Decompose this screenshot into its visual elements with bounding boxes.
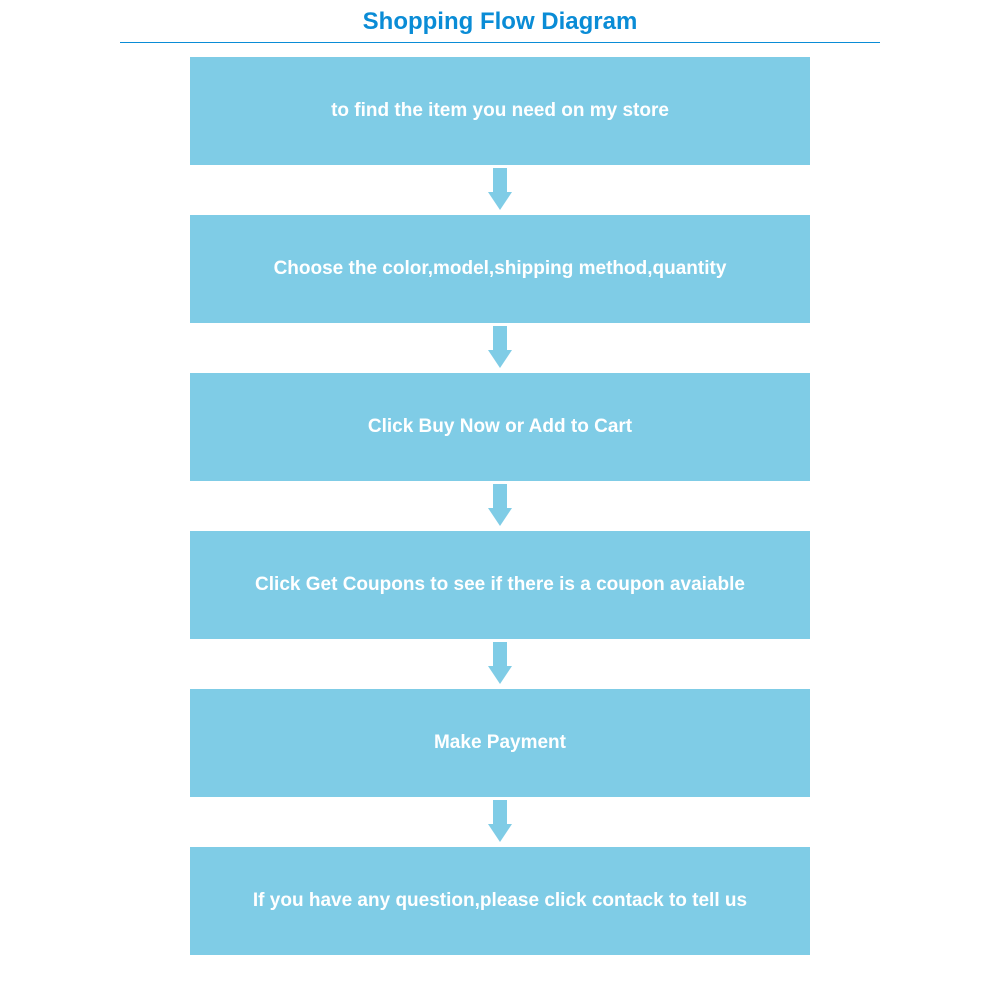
flow-arrow: [488, 323, 512, 373]
flow-arrow: [488, 639, 512, 689]
flow-arrow: [488, 481, 512, 531]
diagram-title: Shopping Flow Diagram: [120, 8, 880, 43]
flow-step-3: Click Buy Now or Add to Cart: [190, 373, 810, 481]
down-arrow-icon: [488, 168, 512, 212]
down-arrow-icon: [488, 484, 512, 528]
flow-step-label: to find the item you need on my store: [331, 99, 669, 124]
flow-step-6: If you have any question,please click co…: [190, 847, 810, 955]
flow-step-label: Make Payment: [434, 731, 566, 756]
flow-arrow: [488, 797, 512, 847]
flow-arrow: [488, 165, 512, 215]
flow-step-4: Click Get Coupons to see if there is a c…: [190, 531, 810, 639]
flow-step-2: Choose the color,model,shipping method,q…: [190, 215, 810, 323]
down-arrow-icon: [488, 642, 512, 686]
flow-step-label: Choose the color,model,shipping method,q…: [274, 257, 727, 282]
flow-step-5: Make Payment: [190, 689, 810, 797]
flow-step-label: Click Get Coupons to see if there is a c…: [255, 573, 745, 598]
down-arrow-icon: [488, 800, 512, 844]
flow-container: to find the item you need on my store Ch…: [190, 57, 810, 955]
flow-step-1: to find the item you need on my store: [190, 57, 810, 165]
flow-step-label: If you have any question,please click co…: [253, 889, 747, 914]
down-arrow-icon: [488, 326, 512, 370]
flow-step-label: Click Buy Now or Add to Cart: [368, 415, 632, 440]
